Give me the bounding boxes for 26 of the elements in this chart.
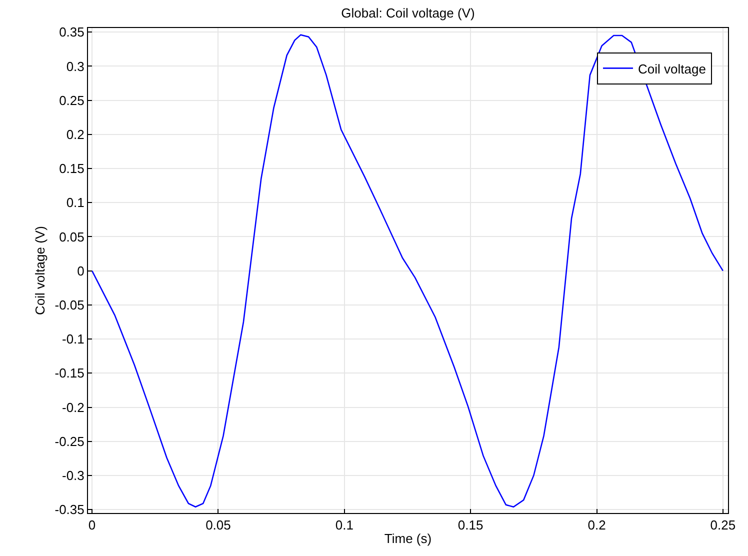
y-tick-label: -0.3: [62, 468, 84, 484]
x-tick-label: 0.15: [458, 518, 484, 533]
y-tick-label: -0.35: [54, 502, 84, 518]
y-tick-label: -0.2: [62, 400, 84, 415]
y-tick-label: 0.1: [66, 195, 84, 210]
legend-label: Coil voltage: [638, 61, 706, 76]
chart-title: Global: Coil voltage (V): [341, 5, 475, 20]
x-tick-label: 0.2: [588, 518, 606, 533]
x-tick-label: 0.1: [335, 518, 354, 533]
x-tick-label: 0.05: [206, 518, 231, 533]
y-tick-label: 0.25: [59, 92, 84, 108]
x-axis-title: Time (s): [384, 531, 432, 546]
y-tick-label: 0.15: [59, 161, 84, 176]
x-tick-label: 0.25: [710, 518, 736, 533]
y-tick-label: 0.2: [66, 126, 84, 142]
y-tick-label: 0: [77, 263, 84, 278]
y-tick-label: 0.3: [66, 58, 84, 74]
y-tick-label: -0.25: [54, 434, 84, 449]
y-axis-title: Coil voltage (V): [32, 226, 48, 315]
line-series: [91, 34, 724, 508]
y-tick-label: -0.15: [54, 366, 84, 381]
x-tick-label: 0: [88, 518, 96, 533]
y-tick-label: -0.05: [54, 298, 84, 312]
y-tick-label: -0.1: [62, 332, 84, 347]
y-tick-label: 0.05: [59, 229, 84, 244]
y-tick-label: 0.35: [59, 24, 84, 40]
